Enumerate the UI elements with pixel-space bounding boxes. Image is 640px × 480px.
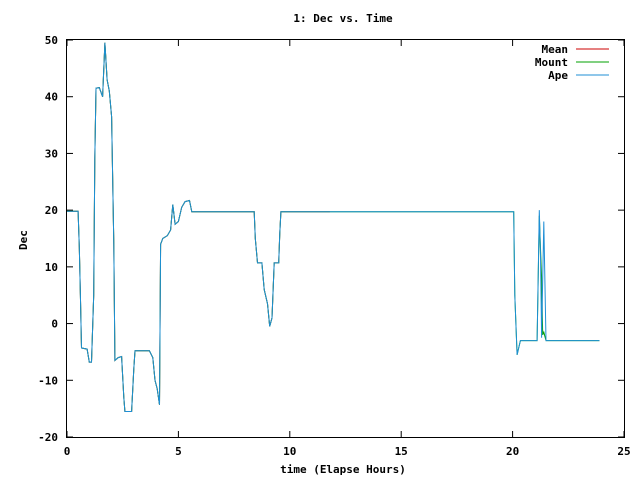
x-axis-title: time (Elapse Hours) bbox=[280, 463, 406, 476]
y-tick-label: 20 bbox=[45, 204, 58, 217]
x-tick-label: 20 bbox=[506, 445, 519, 458]
y-axis-title: Dec bbox=[17, 230, 30, 250]
y-tick-label: -10 bbox=[38, 374, 58, 387]
legend-label-mean: Mean bbox=[542, 43, 569, 56]
series-layer bbox=[67, 42, 600, 412]
y-tick-label: 50 bbox=[45, 34, 58, 47]
y-tick-label: 40 bbox=[45, 91, 58, 104]
x-tick-label: 5 bbox=[175, 445, 182, 458]
x-tick-label: 25 bbox=[617, 445, 630, 458]
series-line-mount bbox=[67, 42, 600, 412]
x-tick-label: 15 bbox=[395, 445, 408, 458]
plot-frame bbox=[66, 39, 625, 438]
y-tick-label: -20 bbox=[38, 431, 58, 444]
y-axis-title-group: Dec bbox=[17, 230, 30, 250]
legend-label-mount: Mount bbox=[535, 56, 568, 69]
chart-title: 1: Dec vs. Time bbox=[293, 12, 393, 25]
series-line-mean bbox=[67, 42, 330, 412]
y-tick-label: 30 bbox=[45, 147, 58, 160]
legend-label-ape: Ape bbox=[548, 69, 568, 82]
y-tick-label: 10 bbox=[45, 261, 58, 274]
series-line-ape bbox=[67, 42, 600, 412]
y-tick-label: 0 bbox=[51, 318, 58, 331]
x-tick-label: 0 bbox=[64, 445, 71, 458]
axis-ticks: 0 5 10 15 20 25 -20 -10 0 10 20 30 40 50 bbox=[38, 34, 631, 458]
x-tick-label: 10 bbox=[283, 445, 296, 458]
